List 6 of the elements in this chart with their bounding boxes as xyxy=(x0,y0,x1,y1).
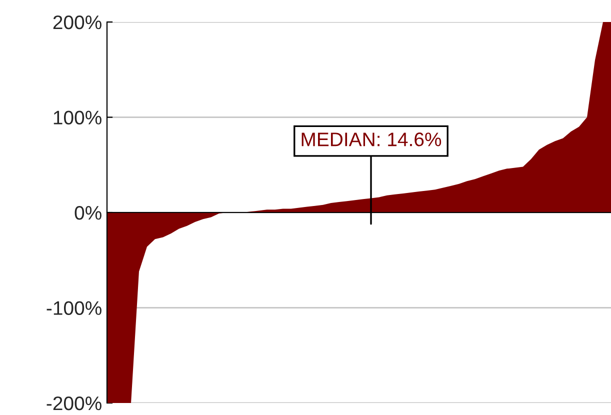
y-tick-label: 100% xyxy=(54,110,102,124)
annotation: MEDIAN: 14.6% xyxy=(302,132,442,146)
y-tick-label: 200% xyxy=(53,15,102,30)
y-tick-label: 0% xyxy=(74,206,102,220)
y-tick-label: -100% xyxy=(46,301,102,315)
y-tick-label: -200% xyxy=(46,396,102,410)
